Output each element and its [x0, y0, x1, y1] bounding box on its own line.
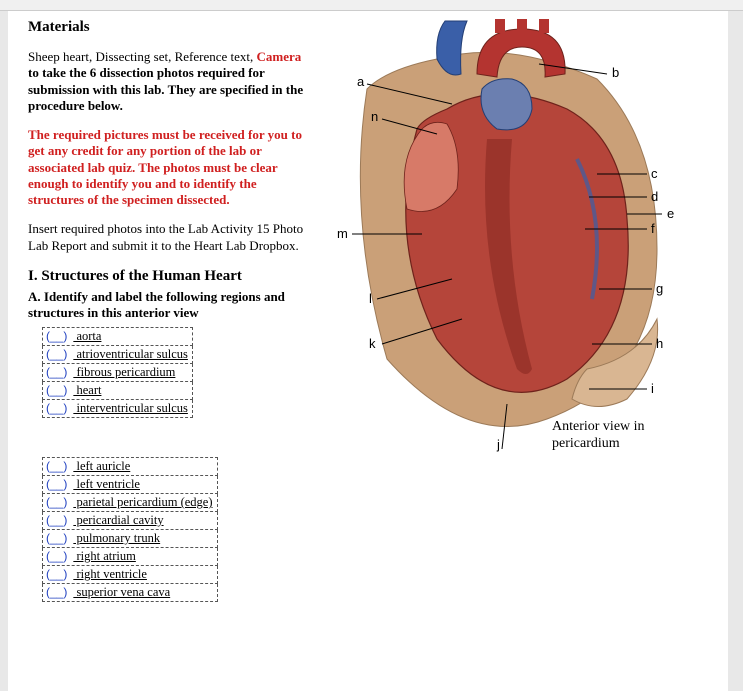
label-g: g [656, 281, 663, 296]
structure-cell[interactable]: (__) parietal pericardium (edge) [43, 494, 218, 512]
blank-parentheses[interactable]: (__) [46, 459, 73, 473]
heart-illustration [327, 19, 687, 449]
structure-row: (__) aorta [43, 327, 193, 345]
blank-parentheses[interactable]: (__) [46, 383, 73, 397]
materials-text-b: to take the 6 dissection photos required… [28, 65, 303, 113]
structure-name: right atrium [73, 549, 136, 563]
structure-cell[interactable]: (__) aorta [43, 327, 193, 345]
label-m: m [337, 226, 348, 241]
blank-parentheses[interactable]: (__) [46, 401, 73, 415]
structure-row: (__) interventricular sulcus [43, 399, 193, 417]
blank-parentheses[interactable]: (__) [46, 329, 73, 343]
structure-cell[interactable]: (__) interventricular sulcus [43, 399, 193, 417]
structure-cell[interactable]: (__) fibrous pericardium [43, 363, 193, 381]
materials-text-a: Sheep heart, Dissecting set, Reference t… [28, 49, 257, 64]
required-pictures-warning: The required pictures must be received f… [28, 127, 313, 208]
blank-parentheses[interactable]: (__) [46, 585, 73, 599]
label-f: f [651, 221, 655, 236]
label-h: h [656, 336, 663, 351]
structure-name: fibrous pericardium [73, 365, 175, 379]
structure-cell[interactable]: (__) right ventricle [43, 566, 218, 584]
structure-row: (__) left auricle [43, 458, 218, 476]
label-k: k [369, 336, 376, 351]
structures-table-2: (__) left auricle(__) left ventricle(__)… [42, 457, 218, 602]
text-column: Materials Sheep heart, Dissecting set, R… [28, 19, 313, 449]
structure-cell[interactable]: (__) atrioventricular sulcus [43, 345, 193, 363]
structure-cell[interactable]: (__) superior vena cava [43, 584, 218, 602]
structure-row: (__) right ventricle [43, 566, 218, 584]
structure-name: left ventricle [73, 477, 140, 491]
blank-parentheses[interactable]: (__) [46, 365, 73, 379]
diagram-column: a b c d e f g h i j k l m n Anterior vie… [327, 19, 708, 449]
label-i: i [651, 381, 654, 396]
structure-name: pericardial cavity [73, 513, 163, 527]
structure-row: (__) pericardial cavity [43, 512, 218, 530]
blank-parentheses[interactable]: (__) [46, 531, 73, 545]
structure-cell[interactable]: (__) left auricle [43, 458, 218, 476]
document-page: Materials Sheep heart, Dissecting set, R… [8, 11, 728, 691]
app-toolbar [0, 0, 743, 11]
label-l: l [369, 291, 372, 306]
structure-name: parietal pericardium (edge) [73, 495, 212, 509]
blank-parentheses[interactable]: (__) [46, 513, 73, 527]
structure-name: heart [73, 383, 101, 397]
label-a: a [357, 74, 364, 89]
label-c: c [651, 166, 658, 181]
structure-row: (__) left ventricle [43, 476, 218, 494]
section-1-heading: I. Structures of the Human Heart [28, 268, 313, 285]
structure-row: (__) atrioventricular sulcus [43, 345, 193, 363]
structure-name: atrioventricular sulcus [73, 347, 188, 361]
submit-instructions: Insert required photos into the Lab Acti… [28, 221, 313, 254]
label-j: j [497, 437, 500, 452]
structure-row: (__) fibrous pericardium [43, 363, 193, 381]
structure-name: interventricular sulcus [73, 401, 188, 415]
label-n: n [371, 109, 378, 124]
structure-name: pulmonary trunk [73, 531, 160, 545]
structure-row: (__) superior vena cava [43, 584, 218, 602]
structure-name: superior vena cava [73, 585, 170, 599]
blank-parentheses[interactable]: (__) [46, 347, 73, 361]
structure-name: left auricle [73, 459, 130, 473]
structure-row: (__) right atrium [43, 548, 218, 566]
blank-parentheses[interactable]: (__) [46, 495, 73, 509]
structures-table-1: (__) aorta(__) atrioventricular sulcus(_… [42, 327, 193, 418]
structure-cell[interactable]: (__) right atrium [43, 548, 218, 566]
structure-cell[interactable]: (__) pulmonary trunk [43, 530, 218, 548]
label-b: b [612, 65, 619, 80]
materials-paragraph: Sheep heart, Dissecting set, Reference t… [28, 49, 313, 114]
structure-name: right ventricle [73, 567, 147, 581]
camera-word: Camera [257, 49, 302, 64]
sub-a-heading: A. Identify and label the following regi… [28, 289, 313, 321]
structure-name: aorta [73, 329, 101, 343]
heading-materials: Materials [28, 19, 313, 36]
blank-parentheses[interactable]: (__) [46, 549, 73, 563]
structure-row: (__) parietal pericardium (edge) [43, 494, 218, 512]
blank-parentheses[interactable]: (__) [46, 477, 73, 491]
structure-row: (__) heart [43, 381, 193, 399]
diagram-caption: Anterior view in pericardium [552, 419, 672, 453]
structure-row: (__) pulmonary trunk [43, 530, 218, 548]
label-e: e [667, 206, 674, 221]
label-d: d [651, 189, 658, 204]
structure-cell[interactable]: (__) heart [43, 381, 193, 399]
blank-parentheses[interactable]: (__) [46, 567, 73, 581]
structure-cell[interactable]: (__) pericardial cavity [43, 512, 218, 530]
heart-diagram: a b c d e f g h i j k l m n Anterior vie… [327, 19, 687, 449]
structure-cell[interactable]: (__) left ventricle [43, 476, 218, 494]
